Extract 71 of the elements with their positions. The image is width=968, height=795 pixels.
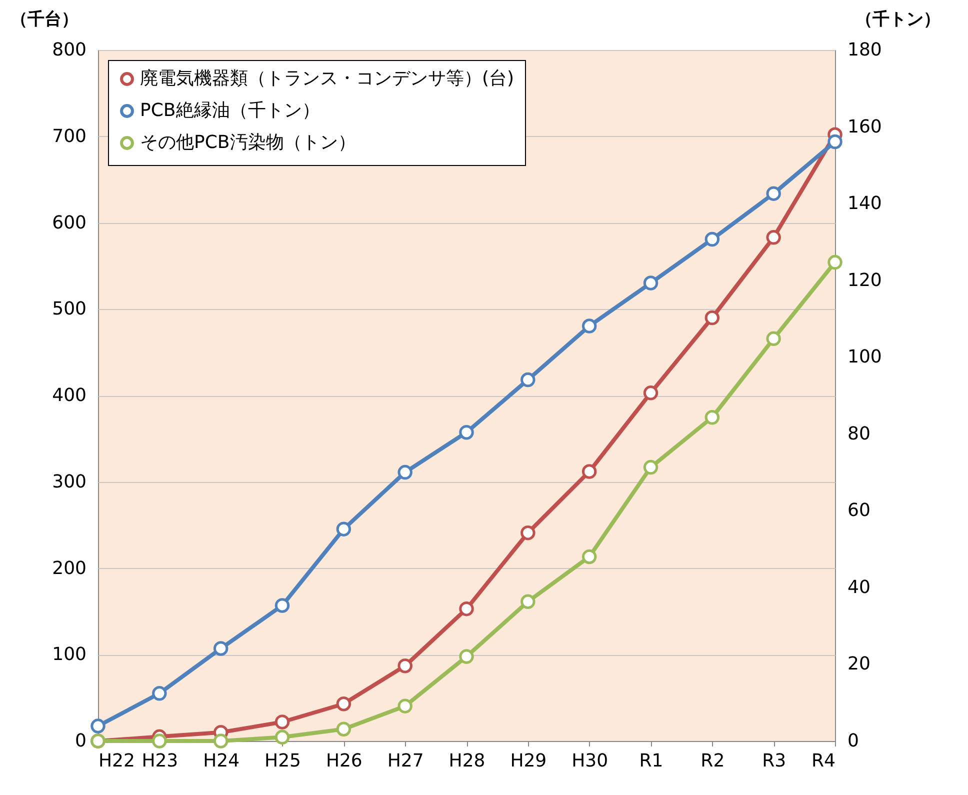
point (704, 232, 720, 247)
x-tick-label: H25 (264, 750, 301, 772)
x-tick-label: H23 (142, 750, 178, 772)
x-tick-label: H26 (326, 750, 362, 772)
point (766, 186, 781, 201)
point (213, 641, 228, 656)
point (274, 714, 290, 730)
y-axis-title: （千台） (10, 10, 78, 30)
point (643, 460, 658, 475)
point (152, 734, 167, 748)
point (643, 386, 658, 400)
y-tick-label: 200 (52, 558, 86, 579)
legend-label: 廃電気機器類（トランス・コンデンサ等）(台) (140, 68, 514, 89)
point (520, 525, 536, 540)
x-tick-label: R2 (700, 750, 725, 772)
y-tick-label: 600 (52, 212, 86, 234)
legend-label: その他PCB汚染物（トン） (140, 132, 356, 153)
y-tick-label: 500 (52, 298, 86, 320)
y2-tick-label: 140 (848, 193, 882, 214)
point (766, 230, 781, 245)
y2-tick-label: 100 (848, 346, 882, 368)
point (704, 410, 720, 425)
point (643, 276, 658, 290)
x-tick-label: H24 (203, 750, 240, 772)
y-tick-label: 700 (52, 126, 86, 147)
point (90, 718, 106, 734)
y-tick-label: 800 (52, 40, 86, 60)
point (766, 331, 781, 346)
y2-tick-label: 20 (848, 654, 870, 675)
point (398, 698, 412, 714)
point (274, 730, 290, 745)
point (459, 424, 474, 440)
y-tick-label: 0 (75, 730, 86, 752)
legend-label: PCB絶縁油（千トン） (140, 100, 320, 121)
point (398, 658, 412, 674)
point (336, 696, 352, 712)
point (828, 134, 842, 150)
y2-tick-label: 40 (848, 576, 870, 598)
point (459, 649, 474, 664)
point (582, 549, 597, 564)
x-tick-label: R3 (762, 750, 786, 772)
point (582, 318, 597, 334)
point (520, 372, 536, 388)
y2-tick-label: 80 (848, 423, 870, 444)
x-tick-label: R4 (812, 750, 836, 772)
y2-tick-label: 180 (848, 40, 882, 60)
y-tick-label: 100 (52, 644, 86, 666)
point (152, 686, 167, 701)
point (828, 254, 842, 270)
x-tick-label: R1 (639, 750, 664, 772)
point (520, 594, 536, 610)
y-tick-label: 400 (52, 385, 86, 406)
point (398, 464, 412, 480)
x-tick-label: H29 (510, 750, 547, 772)
point (213, 734, 228, 748)
point (336, 722, 352, 736)
x-tick-label: H28 (448, 750, 486, 772)
y2-axis-title: （千トン） (856, 10, 940, 30)
y-tick-label: 300 (52, 471, 86, 492)
x-tick-label: H27 (387, 750, 424, 772)
y2-tick-label: 60 (848, 500, 870, 522)
y2-tick-label: 160 (848, 116, 882, 138)
x-tick-label: H22 (98, 750, 135, 772)
point (274, 598, 290, 613)
y2-tick-label: 120 (848, 270, 882, 291)
point (459, 601, 474, 616)
x-tick-label: H30 (572, 750, 608, 772)
point (336, 522, 352, 536)
point (582, 464, 597, 479)
point (704, 310, 720, 326)
y2-tick-label: 0 (848, 730, 859, 752)
